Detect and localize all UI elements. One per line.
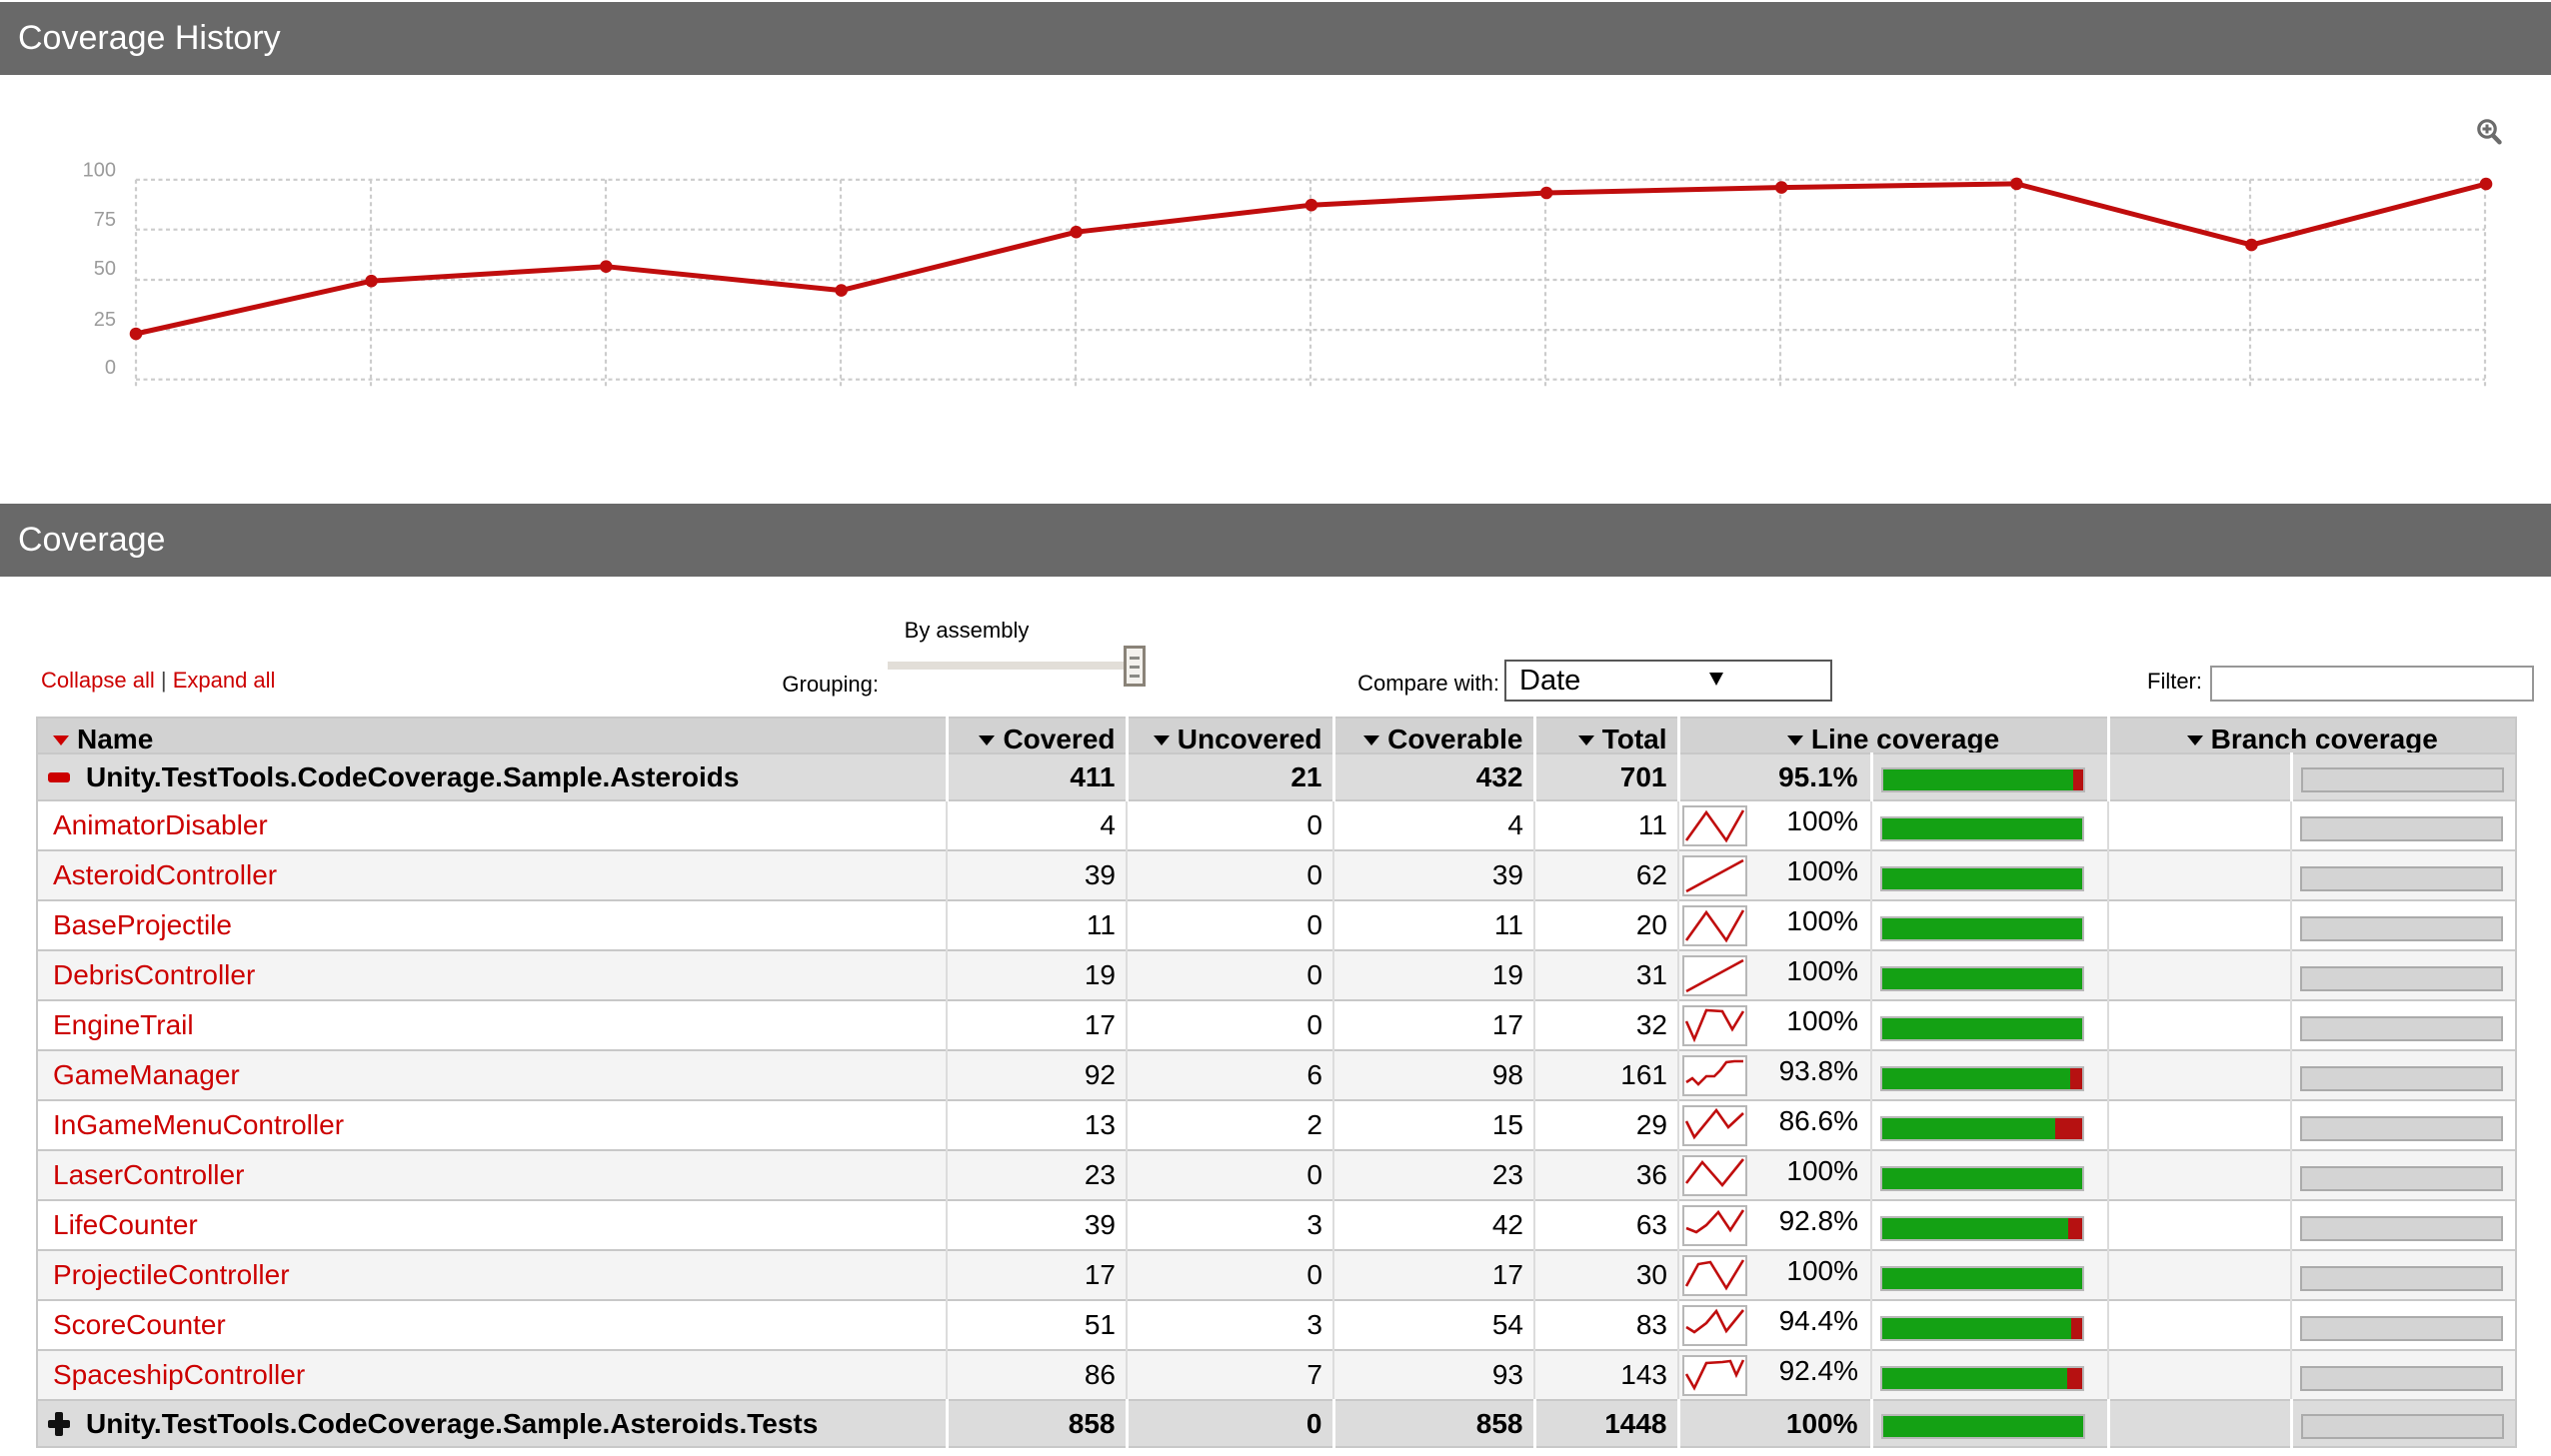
svg-text:0: 0 bbox=[105, 357, 116, 379]
svg-text:50: 50 bbox=[94, 258, 116, 280]
svg-text:25: 25 bbox=[94, 309, 116, 331]
svg-text:100: 100 bbox=[83, 159, 116, 181]
svg-text:75: 75 bbox=[94, 209, 116, 231]
